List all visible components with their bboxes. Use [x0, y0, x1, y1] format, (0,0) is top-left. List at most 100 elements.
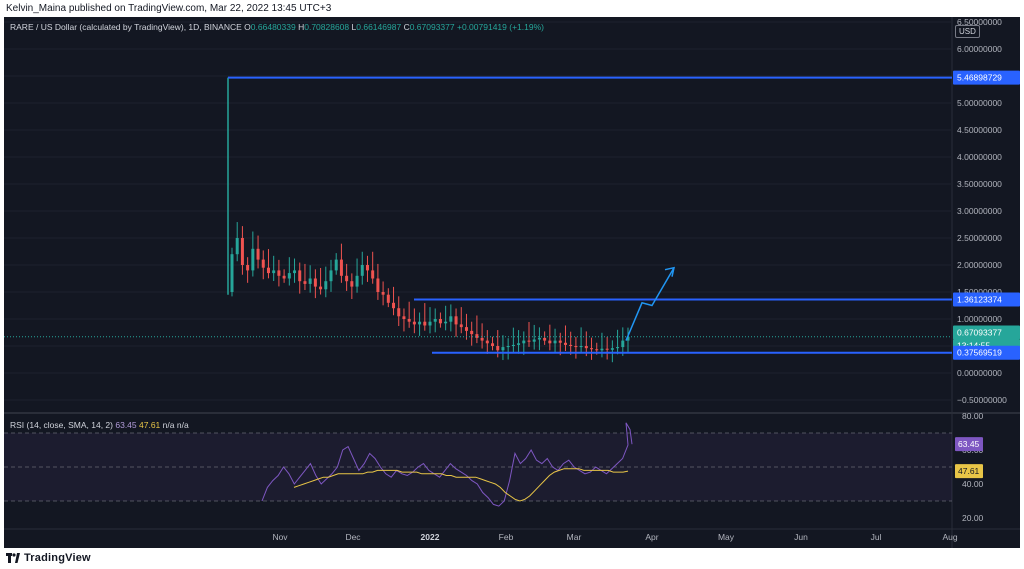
- candle-body: [501, 347, 505, 351]
- time-axis-label: Aug: [942, 532, 957, 542]
- footer: TradingView: [0, 548, 1024, 569]
- projection-arrow-line: [625, 267, 675, 341]
- candle-body: [428, 321, 432, 326]
- published-line: Kelvin_Maina published on TradingView.co…: [6, 3, 332, 14]
- candle-body: [412, 321, 416, 325]
- candle-body: [407, 319, 411, 322]
- candle-body: [371, 270, 375, 279]
- rsi-sma-legend-value: 47.61: [139, 420, 161, 430]
- time-axis-label: Dec: [345, 532, 361, 542]
- candle-body: [480, 337, 484, 341]
- currency-badge[interactable]: USD: [955, 25, 980, 38]
- candle-body: [240, 238, 244, 265]
- candle-body: [402, 316, 406, 319]
- candle-body: [266, 267, 270, 274]
- candle-body: [277, 270, 281, 276]
- price-tick-label: 2.00000000: [957, 260, 1002, 270]
- candle-body: [548, 340, 552, 344]
- rsi-tick-label: 20.00: [962, 513, 984, 523]
- candle-body: [251, 248, 255, 271]
- candle-body: [360, 265, 364, 276]
- rsi-na-1: n/a: [162, 420, 175, 430]
- candle-body: [470, 330, 474, 335]
- rsi-sma-line: [293, 468, 629, 502]
- candle-body: [553, 340, 557, 344]
- rsi-legend-value: 63.45: [115, 420, 137, 430]
- candle-body: [418, 321, 422, 325]
- rsi-na-2: n/a: [176, 420, 189, 430]
- candle-body: [569, 344, 573, 346]
- change-value: +0.00791419 (+1.19%): [457, 22, 544, 32]
- candle-body: [626, 336, 630, 341]
- rsi-band: [4, 433, 952, 501]
- candle-body: [365, 265, 369, 271]
- price-tick-label: 4.50000000: [957, 125, 1002, 135]
- high-label: H: [298, 22, 305, 32]
- candles-group: [227, 77, 630, 363]
- time-axis-label: Apr: [645, 532, 658, 542]
- price-chart-svg[interactable]: 6.500000006.000000005.500000005.00000000…: [4, 17, 1020, 548]
- projection-arrow-head: [664, 266, 675, 277]
- time-axis-label: Nov: [272, 532, 288, 542]
- candle-body: [386, 294, 390, 303]
- chart-area[interactable]: 6.500000006.000000005.500000005.00000000…: [4, 17, 1020, 548]
- candle-body: [527, 340, 531, 342]
- candle-body: [319, 286, 323, 290]
- low-value: 0.66146987: [356, 22, 402, 32]
- candle-body: [329, 270, 333, 282]
- level-mid-label-bg: [953, 292, 1020, 307]
- candle-body: [339, 259, 343, 276]
- candle-body: [293, 270, 297, 274]
- rsi-sma-value-label-bg: [955, 464, 983, 479]
- candle-body: [355, 275, 359, 287]
- candle-body: [595, 349, 599, 351]
- candle-body: [392, 302, 396, 309]
- candle-body: [261, 259, 265, 268]
- rsi-value-label-bg: [955, 437, 983, 452]
- rsi-value-label: 63.45: [958, 439, 980, 449]
- rsi-line: [261, 444, 629, 507]
- price-tick-label: 2.50000000: [957, 233, 1002, 243]
- candle-body: [397, 308, 401, 317]
- candle-body: [444, 321, 448, 324]
- price-tick-label: 6.00000000: [957, 44, 1002, 54]
- candle-body: [616, 347, 620, 349]
- candle-body: [230, 254, 234, 292]
- current-price-label-bg: [953, 325, 1020, 340]
- level-bottom-label: 0.37569519: [957, 348, 1002, 358]
- current-price-label-countdown: 13:14:55: [957, 341, 990, 351]
- candle-body: [537, 337, 541, 340]
- candle-body: [558, 340, 562, 343]
- candle-body: [464, 327, 468, 331]
- price-tick-label: 5.00000000: [957, 98, 1002, 108]
- candle-body: [256, 248, 260, 260]
- candle-body: [491, 343, 495, 346]
- candle-body: [496, 346, 500, 351]
- candle-body: [345, 275, 349, 282]
- tradingview-logo[interactable]: TradingView: [6, 551, 91, 565]
- candle-body: [454, 316, 458, 325]
- price-tick-label: 0.00000000: [957, 368, 1002, 378]
- candle-body: [543, 337, 547, 341]
- time-axis-label: Jul: [871, 532, 882, 542]
- price-tick-label: −0.50000000: [957, 395, 1007, 405]
- tradingview-brand: TradingView: [24, 552, 91, 564]
- candle-body: [621, 340, 625, 348]
- candle-body: [298, 270, 302, 282]
- close-label: C: [403, 22, 410, 32]
- open-label: O: [244, 22, 251, 32]
- time-axis-label: Feb: [499, 532, 514, 542]
- candle-body: [584, 346, 588, 349]
- candle-body: [334, 259, 338, 271]
- symbol-legend: RARE / US Dollar (calculated by TradingV…: [10, 22, 544, 32]
- price-tick-label: 1.00000000: [957, 314, 1002, 324]
- candle-body: [590, 348, 594, 350]
- rsi-tick-label: 80.00: [962, 411, 984, 421]
- candle-body: [350, 281, 354, 287]
- time-axis-label: May: [718, 532, 735, 542]
- level-top-label-bg: [953, 70, 1020, 85]
- level-bottom-label-bg: [953, 345, 1020, 360]
- candle-body: [449, 316, 453, 322]
- rsi-legend: RSI (14, close, SMA, 14, 2) 63.45 47.61 …: [10, 420, 189, 430]
- rsi-sma-value-label: 47.61: [958, 466, 980, 476]
